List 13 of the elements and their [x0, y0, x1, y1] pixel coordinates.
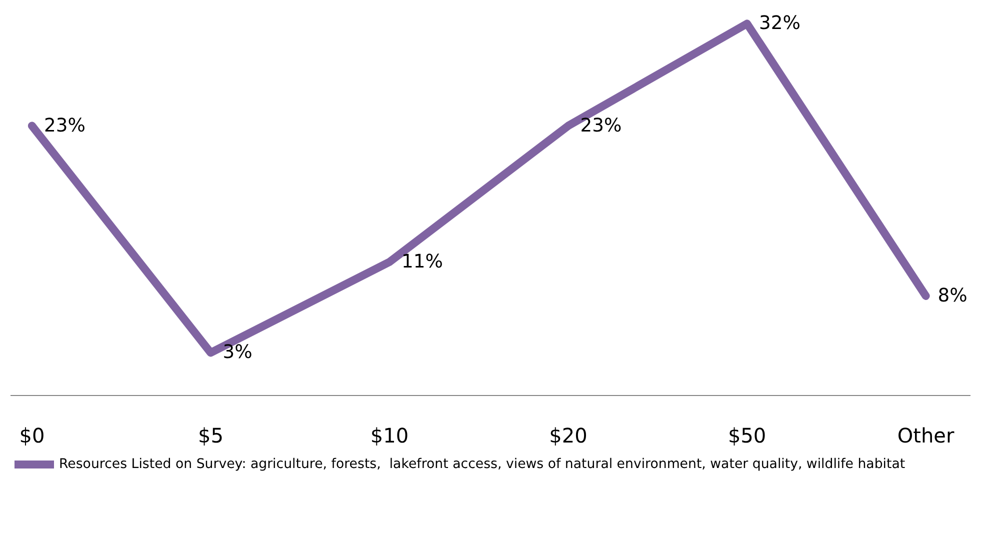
- x-tick-label: Other: [897, 424, 955, 448]
- data-label: 23%: [44, 115, 86, 136]
- x-tick-label: $5: [198, 424, 224, 448]
- data-label: 8%: [938, 285, 968, 306]
- data-label: 23%: [580, 115, 622, 136]
- data-label: 11%: [401, 251, 443, 272]
- x-tick-label: $50: [728, 424, 766, 448]
- data-label: 32%: [759, 13, 801, 34]
- x-tick-label: $20: [549, 424, 588, 448]
- legend-label: Resources Listed on Survey: agriculture, forests, lakefront access, views of natural environment, water quality, wildlife habitat: [59, 456, 906, 472]
- x-tick-label: $10: [370, 424, 409, 448]
- data-label: 3%: [222, 342, 252, 364]
- x-tick-label: $0: [19, 424, 45, 448]
